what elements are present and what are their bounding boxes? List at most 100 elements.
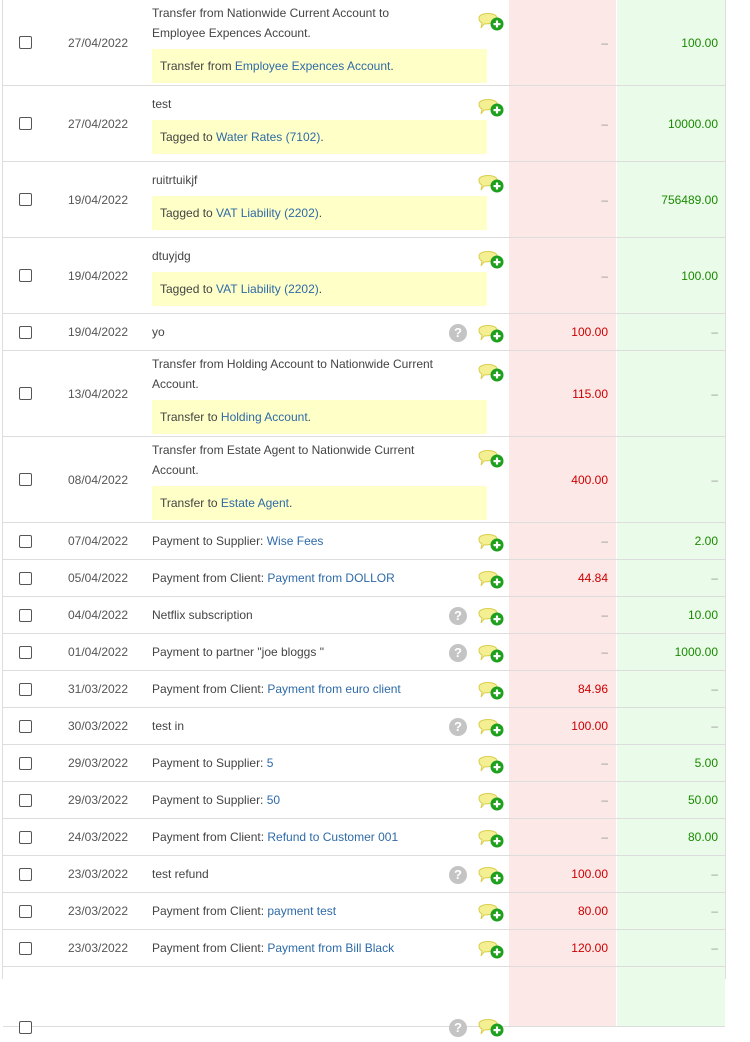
row-select-checkbox[interactable]	[19, 473, 32, 486]
tag-note: Tagged to VAT Liability (2202).	[152, 195, 487, 230]
description-cell: Payment from Client: Payment from Bill B…	[148, 930, 507, 966]
comment-add-icon[interactable]	[477, 171, 505, 195]
comment-add-icon[interactable]	[477, 604, 505, 628]
comment-add-icon[interactable]	[477, 1015, 505, 1039]
row-select-checkbox[interactable]	[19, 830, 32, 844]
row-select-checkbox[interactable]	[19, 608, 32, 622]
comment-add-icon[interactable]	[477, 863, 505, 887]
row-select-checkbox[interactable]	[19, 941, 32, 955]
credit-amount: –	[617, 708, 725, 744]
row-select-checkbox[interactable]	[19, 867, 32, 881]
comment-add-icon[interactable]	[477, 789, 505, 813]
row-select-checkbox[interactable]	[19, 269, 32, 282]
row-select-checkbox[interactable]	[19, 645, 32, 659]
question-mark-icon[interactable]: ?	[449, 866, 467, 884]
debit-amount: 80.00	[509, 893, 617, 929]
description-label: Payment from Client:	[152, 571, 268, 585]
row-select-cell	[3, 0, 48, 85]
debit-amount: –	[509, 162, 617, 237]
description-link[interactable]: payment test	[267, 904, 337, 918]
comment-add-icon[interactable]	[477, 95, 505, 119]
row-select-checkbox[interactable]	[19, 1021, 32, 1034]
row-select-checkbox[interactable]	[19, 756, 32, 770]
note-link[interactable]: VAT Liability (2202)	[216, 281, 319, 296]
row-select-cell	[3, 86, 48, 161]
description-cell: Transfer from Holding Account to Nationw…	[148, 351, 507, 436]
description-link[interactable]: Payment from euro client	[267, 682, 401, 696]
row-select-checkbox[interactable]	[19, 719, 32, 733]
description-text: Netflix subscription	[152, 605, 504, 625]
description-link[interactable]: Wise Fees	[266, 534, 324, 548]
debit-amount: –	[509, 745, 617, 781]
debit-amount: –	[509, 0, 617, 85]
comment-add-icon[interactable]	[477, 247, 505, 271]
credit-amount: –	[617, 560, 725, 596]
table-row: 23/03/2022 test refund? 100.00–	[3, 856, 725, 893]
row-select-checkbox[interactable]	[19, 193, 32, 206]
row-select-checkbox[interactable]	[19, 534, 32, 548]
table-row: ?	[3, 967, 725, 1037]
row-select-checkbox[interactable]	[19, 571, 32, 585]
note-link[interactable]: Estate Agent	[220, 495, 289, 510]
comment-add-icon[interactable]	[477, 530, 505, 554]
comment-add-icon[interactable]	[477, 321, 505, 345]
debit-amount: 100.00	[509, 856, 617, 892]
description-link[interactable]: Refund to Customer 001	[267, 830, 399, 844]
description-text: Payment from Client: Payment from Bill B…	[152, 938, 504, 958]
description-label: Payment to Supplier:	[152, 534, 267, 548]
description-label: Netflix subscription	[152, 608, 253, 622]
comment-add-icon[interactable]	[477, 360, 505, 384]
comment-add-icon[interactable]	[477, 641, 505, 665]
question-mark-icon[interactable]: ?	[449, 607, 467, 625]
description-cell: Payment to Supplier: Wise Fees	[148, 523, 507, 559]
description-cell: Payment to Supplier: 50	[148, 782, 507, 818]
row-select-checkbox[interactable]	[19, 325, 32, 339]
row-select-checkbox[interactable]	[19, 793, 32, 807]
note-link[interactable]: VAT Liability (2202)	[216, 205, 319, 220]
description-cell: ruitrtuikjf Tagged to VAT Liability (2202…	[148, 162, 507, 237]
description-label: Payment from Client:	[152, 682, 268, 696]
comment-add-icon[interactable]	[477, 446, 505, 470]
note-link[interactable]: Water Rates (7102)	[216, 129, 321, 144]
question-mark-icon[interactable]: ?	[449, 644, 467, 662]
comment-add-icon[interactable]	[477, 937, 505, 961]
date-cell: 08/04/2022	[67, 472, 129, 487]
description-label: Payment from Client:	[152, 904, 268, 918]
question-mark-icon[interactable]: ?	[449, 324, 467, 342]
row-select-checkbox[interactable]	[19, 682, 32, 696]
comment-add-icon[interactable]	[477, 752, 505, 776]
row-select-checkbox[interactable]	[19, 117, 32, 130]
note-link[interactable]: Holding Account	[220, 409, 308, 424]
question-mark-icon[interactable]: ?	[449, 718, 467, 736]
table-row: 31/03/2022 Payment from Client: Payment f…	[3, 671, 725, 708]
question-mark-icon[interactable]: ?	[449, 1019, 467, 1037]
date-cell: 24/03/2022	[67, 830, 129, 844]
credit-amount: –	[617, 893, 725, 929]
row-select-checkbox[interactable]	[19, 904, 32, 918]
comment-add-icon[interactable]	[477, 678, 505, 702]
row-select-checkbox[interactable]	[19, 387, 32, 400]
debit-amount: –	[509, 523, 617, 559]
description-link[interactable]: Payment from Bill Black	[267, 941, 395, 955]
row-select-cell	[3, 351, 48, 436]
description-cell: yo	[148, 314, 507, 350]
description-cell: Payment to partner "joe bloggs "	[148, 634, 507, 670]
date-cell: 31/03/2022	[67, 682, 129, 696]
description-text: Payment from Client: Payment from euro c…	[152, 679, 504, 699]
comment-add-icon[interactable]	[477, 715, 505, 739]
comment-add-icon[interactable]	[477, 900, 505, 924]
comment-add-icon[interactable]	[477, 567, 505, 591]
description-link[interactable]: 5	[266, 756, 274, 770]
credit-amount: 10000.00	[617, 86, 725, 161]
credit-amount: –	[617, 671, 725, 707]
row-select-checkbox[interactable]	[19, 36, 32, 49]
comment-add-icon[interactable]	[477, 9, 505, 33]
credit-amount: 100.00	[617, 238, 725, 313]
description-link[interactable]: Payment from DOLLOR	[267, 571, 395, 585]
description-link[interactable]: 50	[266, 793, 281, 807]
description-text: test refund	[152, 864, 504, 884]
credit-amount: –	[617, 437, 725, 522]
comment-add-icon[interactable]	[477, 826, 505, 850]
credit-amount: 80.00	[617, 819, 725, 855]
note-link[interactable]: Employee Expences Account	[234, 58, 391, 73]
